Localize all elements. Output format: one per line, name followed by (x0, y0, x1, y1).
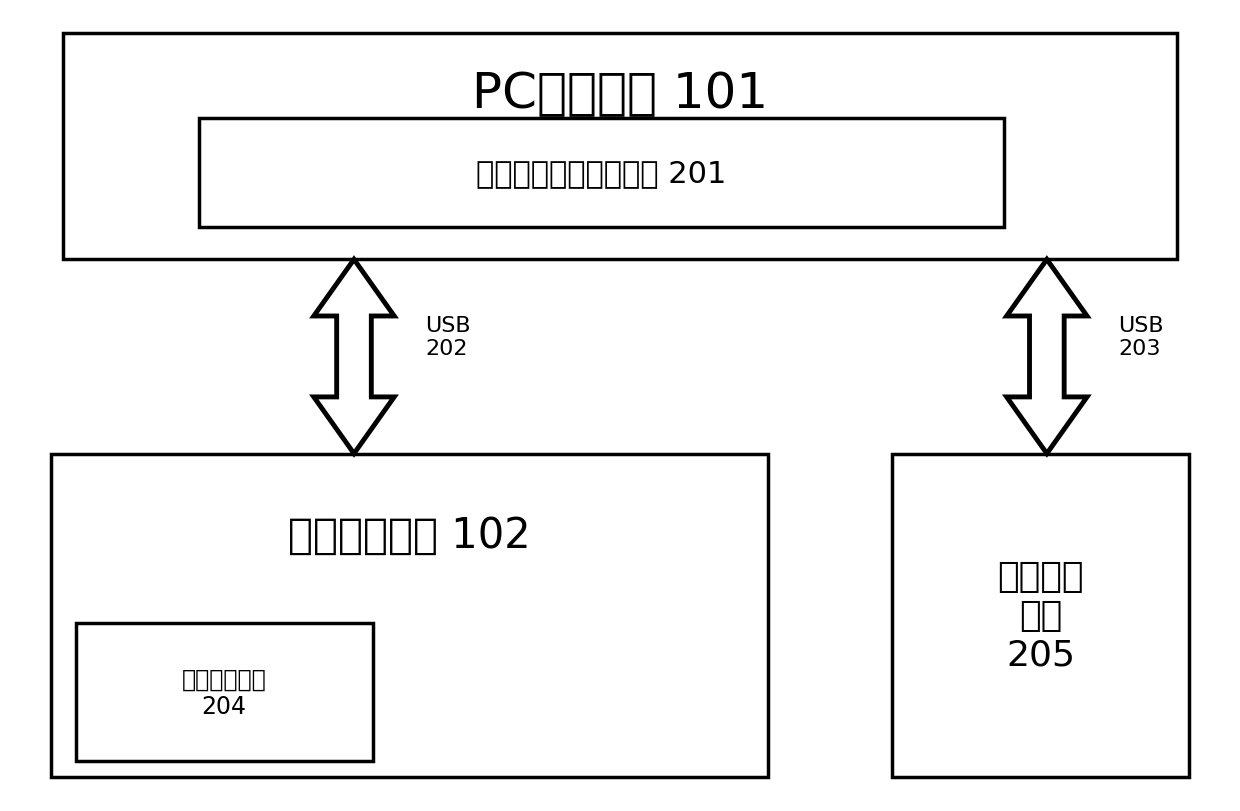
Text: USB
202: USB 202 (425, 315, 471, 358)
Text: 第一出钒
模块
205: 第一出钒 模块 205 (997, 560, 1084, 672)
Bar (893, 454, 1189, 777)
Bar (76, 624, 372, 761)
Polygon shape (1007, 260, 1087, 454)
Bar (200, 118, 1003, 228)
Text: 第二出钒模块
204: 第二出钒模块 204 (182, 667, 267, 719)
Text: 现金处理模块控制程序 201: 现金处理模块控制程序 201 (476, 159, 727, 187)
Text: USB
203: USB 203 (1118, 315, 1163, 358)
Bar (63, 34, 1177, 260)
Bar (51, 454, 769, 777)
Text: PC工控主机 101: PC工控主机 101 (472, 71, 768, 118)
Polygon shape (314, 260, 394, 454)
Text: 现金处理模块 102: 现金处理模块 102 (289, 514, 531, 556)
